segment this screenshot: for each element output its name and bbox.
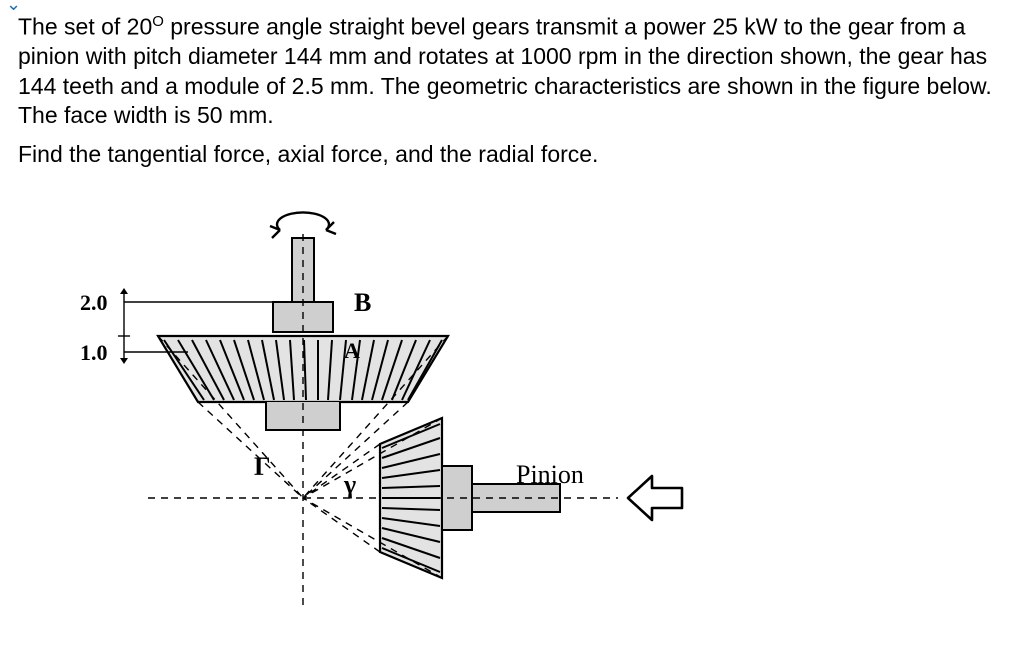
- dimension-2-0: 2.0: [80, 290, 108, 316]
- direction-arrow-icon: [628, 476, 682, 520]
- dimension-1-0: 1.0: [80, 340, 108, 366]
- gamma-upper-label: Γ: [254, 452, 271, 482]
- pinion-label: Pinion: [516, 460, 584, 490]
- point-b-label: B: [354, 288, 371, 318]
- question-text: Find the tangential force, axial force, …: [18, 140, 1006, 169]
- problem-statement: The set of 20O pressure angle straight b…: [18, 12, 1006, 130]
- caret-marker: ⌄: [6, 0, 21, 15]
- bevel-gear-figure: 2.0 1.0 B A Γ γ Pinion: [28, 208, 728, 628]
- gear-diagram-svg: [28, 208, 728, 628]
- gamma-lower-label: γ: [344, 470, 356, 500]
- point-a-label: A: [344, 338, 360, 364]
